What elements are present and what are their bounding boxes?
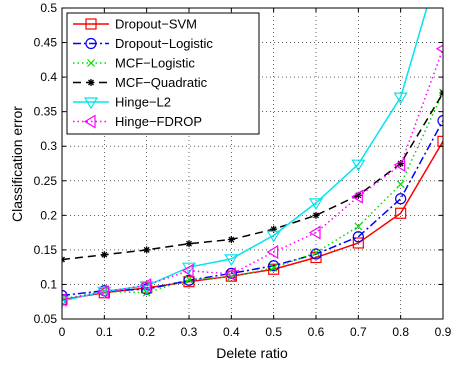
data-point-star (185, 240, 193, 248)
x-tick-label: 0.1 (96, 325, 113, 339)
x-tick-label: 0.9 (435, 325, 452, 339)
data-point-star (100, 251, 108, 259)
data-point-triangle-down (308, 198, 324, 211)
legend-entry: Dropout−SVM (73, 17, 197, 32)
data-point-triangle-down (97, 286, 112, 299)
data-point-triangle-left (351, 189, 363, 204)
y-tick-label: 0.45 (34, 36, 58, 50)
y-tick-label: 0.5 (40, 1, 57, 15)
x-tick-label: 0.8 (392, 325, 409, 339)
x-tick-label: 0.5 (265, 325, 282, 339)
data-point-star (354, 191, 362, 199)
data-point-square (268, 263, 280, 275)
data-point-triangle-left (266, 244, 279, 260)
data-point-square (437, 135, 443, 147)
legend-label: MCF−Logistic (115, 56, 195, 71)
legend-entry: Hinge−FDROP (73, 114, 202, 129)
data-point-circle (310, 248, 322, 260)
plot-frame (61, 7, 444, 320)
legend-label: Hinge−L2 (115, 95, 171, 110)
x-tick-label: 0.3 (181, 325, 198, 339)
data-point-triangle-left (97, 284, 109, 300)
data-point-square (352, 237, 364, 249)
data-point-x (87, 59, 95, 67)
data-point-star (87, 79, 95, 86)
data-point-star (312, 211, 320, 219)
y-tick-label: 0.05 (34, 312, 58, 326)
y-axis-label: Classification error (9, 106, 25, 222)
data-point-circle (395, 193, 407, 205)
data-point-x (185, 275, 193, 284)
series-line (62, 120, 443, 297)
data-point-triangle-down (83, 97, 99, 110)
tick-layer: 0 0.1 0.2 0.3 0.4 0.5 0.6 0.7 0.8 0.9 0.05 0.1 0.15 0… (34, 1, 452, 339)
data-point-circle (437, 115, 443, 127)
data-point-star (270, 225, 278, 233)
x-tick-label: 0 (59, 325, 66, 339)
data-point-star (227, 236, 235, 244)
data-point-x (312, 248, 320, 257)
data-point-x (396, 180, 405, 189)
data-point-star (397, 160, 405, 167)
data-point-triangle-left (62, 292, 67, 307)
series-layer (62, 8, 443, 309)
data-point-triangle-left (181, 263, 194, 278)
data-point-x (354, 222, 363, 231)
data-point-square (395, 207, 407, 219)
y-tick-label: 0.2 (40, 208, 57, 222)
legend-label: MCF−Quadratic (115, 75, 208, 90)
x-axis-label: Delete ratio (216, 345, 288, 361)
y-tick-label: 0.4 (40, 70, 57, 84)
data-point-triangle-left (393, 157, 406, 172)
y-tick-label: 0.35 (34, 105, 58, 119)
data-point-triangle-left (139, 278, 152, 293)
legend-entry: MCF−Logistic (73, 56, 195, 71)
data-point-triangle-down (62, 296, 70, 309)
data-point-circle (62, 289, 68, 302)
legend-label: Hinge−FDROP (115, 114, 202, 129)
legend-entry: Hinge−L2 (73, 95, 171, 110)
data-point-triangle-down (224, 254, 239, 267)
x-tick-label: 0.2 (138, 325, 155, 339)
series-line (62, 48, 443, 301)
data-point-triangle-down (393, 92, 408, 105)
x-tick-label: 0.7 (350, 325, 367, 339)
data-point-x (269, 263, 278, 272)
data-point-triangle-down (266, 230, 281, 243)
data-point-circle (352, 231, 364, 243)
x-tick-label: 0.6 (308, 325, 325, 339)
data-point-circle (85, 37, 97, 50)
series-line (62, 92, 443, 261)
y-tick-label: 0.3 (40, 139, 57, 153)
data-point-circle (141, 283, 153, 295)
legend-label: Dropout−SVM (115, 17, 197, 32)
legend: Dropout−SVM Dropout−Logistic MCF−Logistic M… (66, 12, 260, 135)
data-point-circle (183, 274, 195, 286)
legend-entry: MCF−Quadratic (73, 75, 208, 90)
data-point-square (85, 18, 97, 30)
series-5 (62, 44, 443, 307)
y-tick-label: 0.25 (34, 174, 58, 188)
legend-label: Dropout−Logistic (115, 36, 213, 51)
legend-box (66, 12, 260, 135)
series-line (62, 92, 443, 300)
y-tick-label: 0.15 (34, 243, 58, 257)
data-point-star (143, 246, 151, 254)
data-point-triangle-down (351, 159, 366, 172)
legend-entry: Dropout−Logistic (73, 36, 213, 51)
y-tick-label: 0.1 (40, 277, 57, 291)
x-tick-label: 0.4 (223, 325, 240, 339)
data-point-triangle-left (308, 225, 321, 240)
data-point-triangle-left (435, 44, 443, 54)
data-point-triangle-left (83, 114, 96, 129)
series-3 (62, 89, 443, 264)
data-point-triangle-left (224, 267, 236, 282)
